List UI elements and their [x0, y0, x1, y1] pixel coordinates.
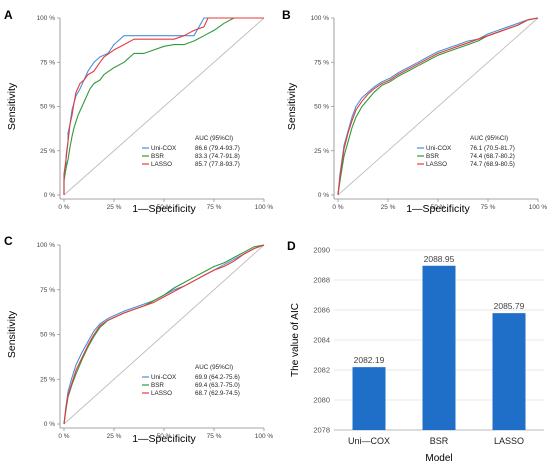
x-axis-label: 1—Specificity [132, 203, 196, 215]
y-tick-label: 0 % [318, 192, 329, 199]
legend-series-name: BSR [426, 153, 439, 160]
bar-bsr [422, 265, 456, 430]
y-tick-label: 75 % [40, 287, 55, 294]
y-tick-label: 2086 [313, 306, 330, 315]
y-tick-label: 0 % [44, 192, 55, 199]
x-tick-label: 0 % [332, 204, 343, 211]
x-tick-label: 0 % [58, 433, 69, 440]
legend-title: AUC (95%CI) [470, 135, 508, 142]
roc-curve-lasso [337, 17, 539, 196]
y-tick-label: 2088 [313, 276, 330, 285]
y-tick-label: 2084 [313, 336, 330, 345]
panel-letter: D [287, 239, 296, 253]
x-tick-label: 25 % [381, 204, 396, 211]
legend: AUC (95%CI) Uni-COX 86.6 (79.4-93.7) BSR 83.… [142, 135, 240, 168]
legend-series-name: LASSO [151, 390, 172, 397]
x-tick-label: 75 % [207, 433, 222, 440]
y-tick-label: 2082 [313, 366, 330, 375]
x-tick-label: 100 % [529, 204, 548, 211]
panel-letter: A [4, 8, 13, 22]
roc-panel-a: A 0 % 25 % 50 % 75 % 100 % 0 % 25 % 50 % 75 % 100 … [4, 8, 273, 215]
legend-series-name: Uni-COX [151, 145, 177, 152]
legend-auc-value: 86.6 (79.4-93.7) [195, 145, 240, 152]
legend-auc-value: 76.1 (70.5-81.7) [470, 145, 515, 152]
x-tick-label: 0 % [58, 204, 69, 211]
legend-auc-value: 69.4 (63.7-75.0) [195, 382, 240, 389]
legend-auc-value: 68.7 (62.9-74.5) [195, 390, 240, 397]
y-axis-label: Sensitivity [6, 310, 18, 358]
x-tick-label: 50 % [157, 433, 172, 440]
y-tick-label: 50 % [314, 104, 329, 111]
y-axis-label: Sensitivity [286, 82, 298, 130]
y-tick-label: 50 % [40, 332, 55, 339]
roc-panel-c: C 0 % 25 % 50 % 75 % 100 % 0 % 25 % 50 % 75 % 100 … [4, 234, 273, 445]
x-tick-label: 25 % [107, 433, 122, 440]
x-tick-label: 25 % [107, 204, 122, 211]
x-tick-label: 75 % [207, 204, 222, 211]
legend-auc-value: 83.3 (74.7-91.8) [195, 153, 240, 160]
legend: AUC (95%CI) Uni-COX 69.9 (64.2-75.6) BSR 69.… [142, 364, 240, 397]
legend-auc-value: 74.7 (68.9-80.5) [470, 161, 515, 168]
bar-value-label: 2082.19 [354, 355, 385, 365]
y-tick-label: 25 % [314, 148, 329, 155]
y-tick-label: 0 % [44, 421, 55, 428]
legend-title: AUC (95%CI) [195, 364, 233, 371]
legend-auc-value: 85.7 (77.8-93.7) [195, 161, 240, 168]
x-axis-label: 1—Specificity [132, 433, 196, 445]
y-tick-label: 2090 [313, 246, 330, 255]
legend-series-name: LASSO [426, 161, 447, 168]
y-axis-label: Sensitivity [6, 82, 18, 130]
legend: AUC (95%CI) Uni-COX 76.1 (70.5-81.7) BSR 74.… [417, 135, 515, 168]
y-tick-label: 75 % [40, 59, 55, 66]
x-tick-label: 50 % [431, 204, 446, 211]
y-tick-label: 100 % [311, 15, 330, 22]
legend-series-name: Uni-COX [426, 145, 452, 152]
panel-letter: C [4, 234, 13, 248]
y-tick-label: 25 % [40, 376, 55, 383]
x-tick-label: 50 % [157, 204, 172, 211]
y-tick-label: 2078 [313, 426, 330, 435]
x-category-label: LASSO [494, 436, 524, 446]
legend-series-name: BSR [151, 382, 164, 389]
x-tick-label: 100 % [255, 204, 274, 211]
aic-bar-panel: D 2078 2080 2082 2084 2086 2088 2090 2082.19 Uni—… [287, 239, 544, 464]
x-tick-label: 100 % [255, 433, 274, 440]
x-category-label: BSR [430, 436, 449, 446]
reference-diagonal [337, 17, 539, 196]
x-tick-label: 75 % [481, 204, 496, 211]
roc-curve-uni-cox [63, 244, 265, 425]
bar-value-label: 2085.79 [494, 301, 525, 311]
bar-lasso [492, 313, 526, 430]
roc-curve-lasso [63, 17, 264, 195]
panel-letter: B [282, 8, 291, 22]
x-category-label: Uni—COX [348, 436, 390, 446]
reference-diagonal [63, 244, 265, 425]
roc-curve-bsr [63, 17, 264, 195]
legend-auc-value: 69.9 (64.2-75.6) [195, 374, 240, 381]
legend-series-name: Uni-COX [151, 374, 177, 381]
y-tick-label: 100 % [37, 242, 56, 249]
roc-panel-b: B 0 % 25 % 50 % 75 % 100 % 0 % 25 % 50 % 75 % 100 … [282, 8, 547, 215]
y-tick-label: 2080 [313, 396, 330, 405]
roc-curve-uni-cox [337, 17, 539, 196]
bar-uni-cox [352, 367, 386, 430]
y-tick-label: 50 % [40, 104, 55, 111]
y-tick-label: 100 % [37, 15, 56, 22]
legend-series-name: BSR [151, 153, 164, 160]
legend-title: AUC (95%CI) [195, 135, 233, 142]
x-axis-label: 1—Specificity [406, 203, 470, 215]
y-tick-label: 75 % [314, 59, 329, 66]
legend-series-name: LASSO [151, 161, 172, 168]
x-axis-label: Model [425, 453, 452, 464]
roc-curve-lasso [63, 244, 265, 425]
legend-auc-value: 74.4 (68.7-80.2) [470, 153, 515, 160]
y-tick-label: 25 % [40, 148, 55, 155]
y-axis-label: The value of AIC [290, 303, 301, 377]
bar-value-label: 2088.95 [424, 254, 455, 264]
reference-diagonal [63, 17, 265, 196]
